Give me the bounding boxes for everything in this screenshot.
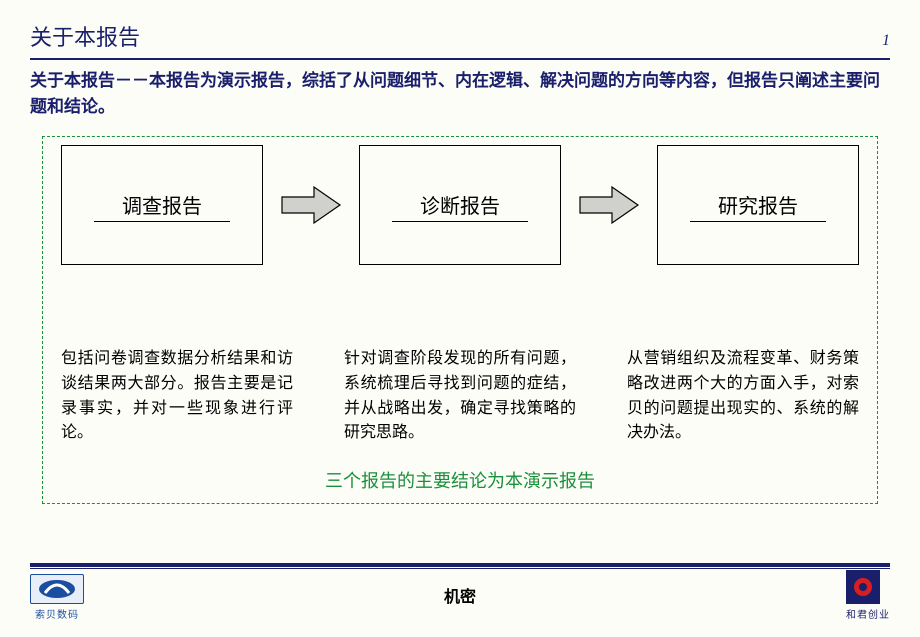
logo-right-caption: 和君创业 (846, 606, 890, 621)
sobey-logo-icon (30, 574, 84, 604)
flow-box-diagnosis: 诊断报告 (359, 145, 561, 265)
flow-desc-diagnosis: 针对调查阶段发现的所有问题，系统梳理后寻找到问题的症结，并从战略出发，确定寻找策… (344, 347, 576, 446)
arrow-icon (577, 185, 641, 225)
flow-box-research: 研究报告 (657, 145, 859, 265)
logo-left: 索贝数码 (30, 574, 84, 621)
flow-box-label: 诊断报告 (392, 188, 528, 222)
title-bar: 关于本报告 1 (30, 20, 890, 60)
hejun-logo-icon (846, 570, 880, 604)
flow-box-survey: 调查报告 (61, 145, 263, 265)
flow-desc-research: 从营销组织及流程变革、财务策略改进两个大的方面入手，对索贝的问题提出现实的、系统… (627, 347, 859, 446)
page-title: 关于本报告 (30, 20, 140, 52)
arrow-icon (279, 185, 343, 225)
logo-left-caption: 索贝数码 (30, 606, 84, 621)
flow-box-label: 研究报告 (690, 188, 826, 222)
flow-box-label: 调查报告 (94, 188, 230, 222)
logo-right: 和君创业 (846, 570, 890, 621)
page-number: 1 (882, 32, 890, 50)
flow-descriptions-row: 包括问卷调查数据分析结果和访谈结果两大部分。报告主要是记录事实，并对一些现象进行… (61, 347, 859, 446)
flow-boxes-row: 调查报告 诊断报告 研究报告 (61, 145, 859, 265)
flow-desc-survey: 包括问卷调查数据分析结果和访谈结果两大部分。报告主要是记录事实，并对一些现象进行… (61, 347, 293, 446)
confidential-label: 机密 (444, 583, 476, 607)
page-subtitle: 关于本报告－－本报告为演示报告，综括了从问题细节、内在逻辑、解决问题的方向等内容… (30, 68, 890, 121)
flow-conclusion: 三个报告的主要结论为本演示报告 (43, 467, 877, 493)
flow-container: 调查报告 诊断报告 研究报告 包括问卷调查数据分析结果和访谈结果两大部分。报告主… (42, 136, 878, 504)
